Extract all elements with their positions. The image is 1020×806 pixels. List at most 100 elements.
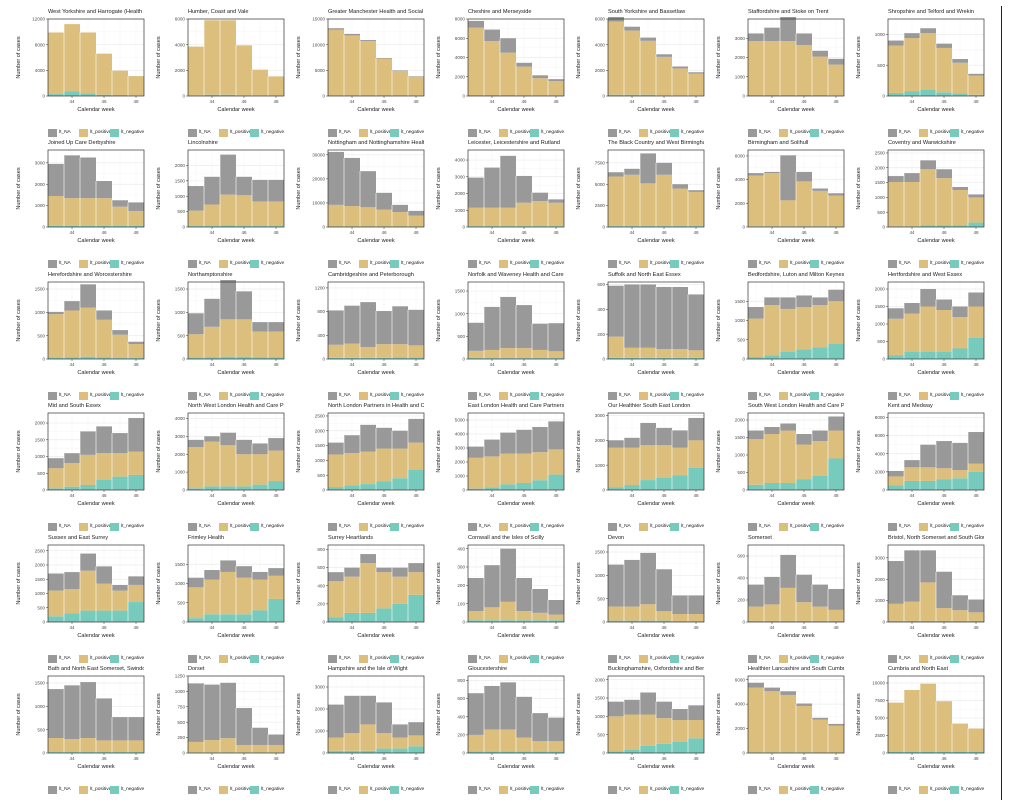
bar-segment-lt-positive (920, 306, 936, 352)
x-tick-label: 46 (521, 99, 527, 104)
bar-segment-lt-positive (968, 728, 984, 752)
x-tick-label: 48 (973, 493, 979, 498)
x-tick-label: 44 (69, 99, 75, 104)
bar-segment-lt-positive (112, 740, 128, 753)
plot-border (467, 675, 565, 754)
y-axis-label: Number of cases (156, 562, 162, 604)
legend-swatch (219, 392, 228, 400)
legend-label: lt_negative (401, 656, 425, 661)
legend-swatch (888, 655, 897, 663)
y-axis-label: Number of cases (156, 299, 162, 341)
legend-label: lt_NA (199, 524, 211, 529)
x-tick-label: 48 (973, 625, 979, 630)
legend-label: lt_positive (510, 393, 532, 398)
bar-segment-lt-na (548, 600, 564, 615)
bar-segment-lt-na (516, 305, 532, 349)
bar-segment-lt-positive (952, 610, 968, 621)
legend-label: lt_positive (930, 524, 952, 529)
bar-segment-lt-positive (748, 175, 764, 227)
bar-segment-lt-na (672, 184, 688, 189)
y-tick-label: 6000 (735, 154, 746, 159)
bar-segment-lt-negative (360, 484, 376, 490)
bar-segment-lt-positive (624, 347, 640, 358)
bar-segment-lt-positive (48, 468, 64, 489)
bar-segment-lt-positive (532, 452, 548, 481)
legend-swatch (888, 523, 897, 531)
legend: lt_NA lt_positive lt_negative (468, 522, 568, 532)
bar-segment-lt-negative (96, 752, 112, 753)
legend-label: lt_positive (790, 524, 812, 529)
legend-label: lt_negative (961, 787, 985, 792)
legend: lt_NA lt_positive lt_negative (468, 128, 568, 138)
bar-segment-lt-negative (688, 621, 704, 622)
bar-segment-lt-positive (688, 614, 704, 622)
legend-swatch (950, 655, 959, 663)
bar-segment-lt-positive (608, 606, 624, 621)
bar-segment-lt-negative (80, 610, 96, 622)
y-tick-label: 0 (42, 620, 45, 625)
y-tick-label: 1500 (735, 435, 746, 440)
y-tick-label: 400 (457, 546, 465, 551)
bar-segment-lt-na (48, 163, 64, 196)
bar-segment-lt-negative (968, 751, 984, 753)
bar-segment-lt-positive (484, 41, 500, 96)
legend-label: lt_negative (541, 787, 565, 792)
bar-segment-lt-na (968, 292, 984, 307)
x-tick-label: 48 (413, 493, 419, 498)
y-tick-label: 1250 (175, 674, 186, 679)
y-tick-label: 1500 (735, 299, 746, 304)
bar-segment-lt-positive (796, 444, 812, 480)
legend-label: lt_positive (230, 787, 252, 792)
y-tick-label: 0 (882, 620, 885, 625)
bar-segment-lt-na (268, 438, 284, 451)
bar-segment-lt-negative (888, 92, 904, 96)
x-tick-label: 48 (553, 493, 559, 498)
x-tick-label: 46 (381, 493, 387, 498)
bar-segment-lt-na (500, 155, 516, 208)
legend-label: lt_NA (899, 393, 911, 398)
x-tick-label: 44 (629, 230, 635, 235)
bar-segment-lt-positive (220, 445, 236, 487)
bar-segment-lt-negative (548, 474, 564, 490)
legend-label: lt_NA (59, 130, 71, 135)
legend-swatch (328, 523, 337, 531)
bar-segment-lt-negative (748, 357, 764, 359)
legend-label: lt_positive (90, 393, 112, 398)
legend-label: lt_positive (370, 524, 392, 529)
bar-segment-lt-positive (268, 76, 284, 96)
bar-segment-lt-positive (888, 476, 904, 486)
bar-segment-lt-positive (764, 691, 780, 753)
legend: lt_NA lt_positive lt_negative (48, 654, 148, 664)
bar-segment-lt-negative (764, 95, 780, 96)
bar-segment-lt-negative (608, 226, 624, 227)
bar-segment-lt-positive (888, 45, 904, 93)
bar-segment-lt-positive (780, 694, 796, 753)
legend-swatch (810, 786, 819, 794)
legend: lt_NA lt_positive lt_negative (468, 785, 568, 795)
plot-border (607, 281, 705, 360)
bar-segment-lt-positive (80, 570, 96, 611)
chart-title: South Yorkshire and Bassetlaw (608, 9, 686, 15)
bar-segment-lt-na (468, 322, 484, 351)
bar-segment-lt-na (408, 210, 424, 216)
legend-label: lt_NA (339, 393, 351, 398)
bar-segment-lt-positive (952, 470, 968, 479)
bar-segment-lt-na (764, 687, 780, 692)
bar-segment-lt-positive (608, 447, 624, 488)
legend-label: lt_positive (790, 261, 812, 266)
bar-segment-lt-positive (328, 204, 344, 227)
bar-segment-lt-positive (80, 307, 96, 357)
bar-segment-lt-negative (640, 480, 656, 490)
x-axis-label: Calendar week (77, 370, 115, 376)
bar-segment-lt-na (236, 708, 252, 745)
bar-segment-lt-na (252, 727, 268, 745)
legend-label: lt_NA (479, 787, 491, 792)
bar-segment-lt-na (688, 294, 704, 351)
bar-segment-lt-positive (812, 441, 828, 476)
bar-segment-lt-negative (968, 338, 984, 359)
bar-segment-lt-positive (828, 430, 844, 459)
bar-segment-lt-positive (920, 33, 936, 90)
x-tick-label: 46 (661, 493, 667, 498)
